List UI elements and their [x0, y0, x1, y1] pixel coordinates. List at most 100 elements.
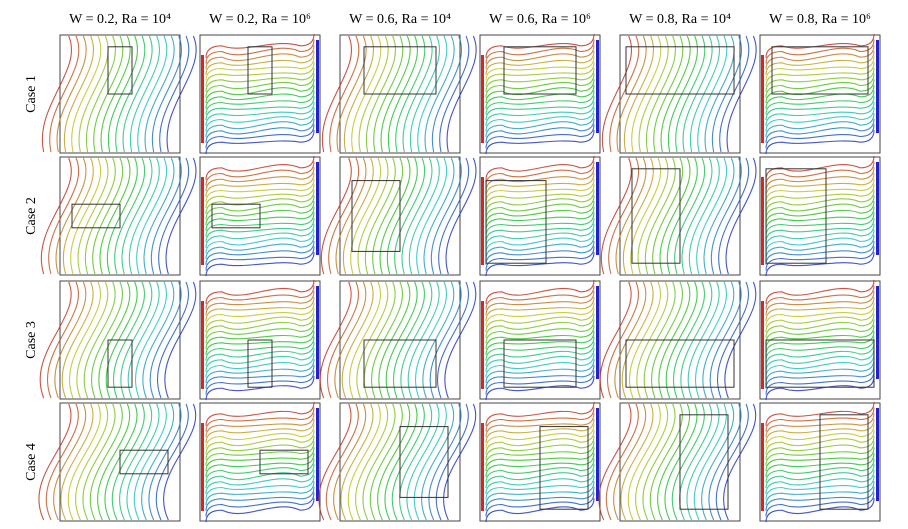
- isotherm-line: [485, 229, 595, 254]
- isotherm-line: [765, 364, 875, 389]
- isotherm-line: [143, 157, 175, 275]
- isotherm-line: [765, 155, 875, 180]
- isotherm-line: [385, 281, 418, 399]
- isotherm-line: [351, 35, 382, 153]
- partition-box: [625, 339, 735, 388]
- isotherm-line: [723, 403, 757, 521]
- isotherm-line: [416, 157, 448, 275]
- isotherm-line: [631, 35, 662, 153]
- isotherm-line: [205, 359, 315, 384]
- isotherm-line: [99, 157, 131, 275]
- isotherm-line: [56, 35, 87, 153]
- isotherm-line: [702, 281, 735, 399]
- isotherm-line: [205, 319, 315, 344]
- isotherm-line: [48, 157, 80, 275]
- row-label: Case 2: [24, 197, 39, 235]
- isotherm-line: [765, 130, 875, 155]
- isotherm-line: [765, 201, 875, 226]
- isotherm-line: [446, 35, 477, 153]
- isotherm-line: [205, 475, 315, 500]
- isotherm-line: [362, 403, 396, 521]
- isotherm-line: [122, 35, 153, 153]
- column-header: W = 0.8, Ra = 10⁶: [769, 12, 871, 27]
- isotherm-line: [431, 35, 462, 153]
- hot-wall: [761, 55, 764, 143]
- isotherm-line: [621, 281, 654, 399]
- isotherm-line: [120, 281, 153, 399]
- isotherm-line: [165, 157, 197, 275]
- isotherm-line: [765, 240, 875, 265]
- isotherm-line: [205, 218, 315, 243]
- isotherm-panel: [199, 33, 321, 155]
- isotherm-line: [765, 50, 875, 75]
- isotherm-line: [329, 35, 360, 153]
- isotherm-line: [765, 101, 875, 126]
- isotherm-line: [667, 35, 698, 153]
- isotherm-line: [652, 157, 684, 275]
- isotherm-line: [141, 403, 175, 521]
- partition-box: [771, 46, 869, 95]
- isotherm-line: [687, 281, 720, 399]
- isotherm-line: [485, 252, 595, 277]
- isotherm-panel: [319, 280, 477, 400]
- partition-box: [503, 339, 577, 388]
- isotherm-line: [601, 35, 632, 153]
- isotherm-line: [765, 252, 875, 277]
- isotherm-panel: [479, 401, 601, 523]
- isotherm-line: [373, 35, 404, 153]
- isotherm-line: [205, 79, 315, 104]
- isotherm-line: [205, 336, 315, 361]
- isotherm-line: [148, 403, 182, 521]
- isotherm-line: [399, 403, 433, 521]
- isotherm-line: [765, 285, 875, 310]
- isotherm-line: [134, 281, 167, 399]
- isotherm-line: [365, 35, 396, 153]
- isotherm-panel: [759, 279, 881, 401]
- partition-box: [247, 339, 273, 388]
- isotherm-line: [443, 403, 477, 521]
- isotherm-line: [485, 195, 595, 220]
- isotherm-panel: [318, 402, 477, 522]
- isotherm-panel: [479, 33, 601, 155]
- isotherm-line: [485, 246, 595, 271]
- isotherm-panel: [41, 34, 197, 154]
- isotherm-line: [485, 353, 595, 378]
- isotherm-line: [485, 240, 595, 265]
- isotherm-line: [435, 403, 469, 521]
- isotherm-line: [765, 45, 875, 70]
- isotherm-line: [645, 35, 676, 153]
- isotherm-line: [672, 281, 705, 399]
- isotherm-line: [205, 296, 315, 321]
- isotherm-line: [150, 157, 182, 275]
- isotherm-line: [765, 73, 875, 98]
- isotherm-line: [613, 403, 647, 521]
- isotherm-line: [40, 157, 72, 275]
- isotherm-line: [765, 302, 875, 327]
- isotherm-line: [115, 35, 146, 153]
- isotherm-line: [765, 370, 875, 395]
- isotherm-line: [205, 178, 315, 203]
- column-header: W = 0.6, Ra = 10⁴: [349, 12, 451, 27]
- isotherm-line: [436, 281, 469, 399]
- isotherm-line: [615, 157, 647, 275]
- isotherm-line: [205, 33, 315, 58]
- isotherm-line: [765, 218, 875, 243]
- isotherm-line: [205, 492, 315, 517]
- isotherm-line: [53, 403, 87, 521]
- isotherm-line: [205, 67, 315, 92]
- isotherm-line: [666, 157, 698, 275]
- isotherm-line: [424, 35, 455, 153]
- isotherm-line: [205, 413, 315, 438]
- isotherm-line: [205, 407, 315, 432]
- isotherm-line: [205, 246, 315, 271]
- isotherm-line: [370, 281, 403, 399]
- isotherm-line: [348, 281, 381, 399]
- partition-box: [247, 46, 273, 95]
- isotherm-line: [485, 67, 595, 92]
- partition-box: [485, 180, 547, 264]
- isotherm-panel: [479, 155, 601, 277]
- cold-wall: [876, 162, 879, 255]
- isotherm-line: [402, 35, 433, 153]
- isotherm-line: [60, 403, 94, 521]
- partition-box: [71, 203, 121, 229]
